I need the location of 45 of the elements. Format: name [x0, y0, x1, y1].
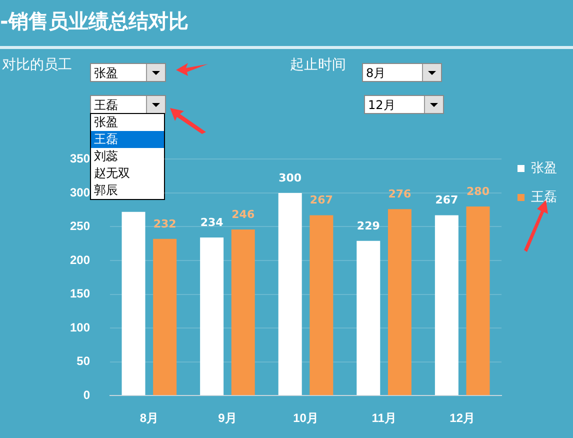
bar: [388, 209, 412, 396]
bar: [466, 206, 490, 396]
bar: [310, 215, 334, 396]
data-label: 267: [310, 194, 333, 207]
text: 8月: [366, 66, 386, 80]
text: 张盈: [94, 66, 118, 80]
data-label: 234: [200, 216, 224, 229]
text: 12月: [368, 98, 396, 112]
legend-label: 王磊: [531, 190, 557, 205]
x-tick-label: 10月: [293, 411, 318, 426]
x-tick-label: 11月: [372, 411, 396, 426]
y-tick-label: 150: [70, 286, 90, 301]
annotation: 赵无双: [93, 165, 131, 182]
text: 王磊: [94, 98, 118, 112]
data-label: 246: [232, 208, 255, 221]
y-tick-label: 350: [70, 152, 90, 166]
y-tick-label: 250: [70, 219, 90, 234]
text: 起止时间: [290, 56, 346, 74]
data-label: 229: [356, 219, 380, 232]
chart-title: -销售员业绩总结对比: [0, 8, 188, 35]
bar: [278, 192, 302, 396]
annotation: 郭辰: [93, 182, 119, 199]
annotation: 刘蕊: [93, 148, 119, 165]
data-label: 232: [153, 217, 176, 230]
dropdown-menu: 张盈 王磊 刘蕊 赵无双 郭辰: [90, 113, 165, 200]
bar: [200, 238, 224, 396]
legend-label: 张盈: [531, 160, 557, 176]
data-label: 300: [278, 171, 302, 184]
text: 对比的员工: [2, 56, 72, 74]
bar: [231, 229, 255, 396]
y-tick-label: 100: [70, 320, 90, 334]
data-label: 276: [388, 188, 412, 201]
x-tick-label: 9月: [218, 411, 237, 426]
y-tick-label: 200: [70, 252, 90, 267]
bar: [122, 212, 146, 396]
data-label: 267: [435, 194, 458, 207]
y-tick-label: 50: [76, 354, 90, 368]
x-tick-label: 12月: [450, 411, 476, 426]
y-tick-label: 300: [70, 185, 90, 200]
data-label: 280: [466, 184, 490, 198]
bar: [434, 215, 458, 396]
bar: [356, 240, 380, 396]
y-tick-label: 0: [83, 388, 90, 402]
x-tick-label: 8月: [140, 411, 159, 426]
bar: [153, 238, 177, 396]
